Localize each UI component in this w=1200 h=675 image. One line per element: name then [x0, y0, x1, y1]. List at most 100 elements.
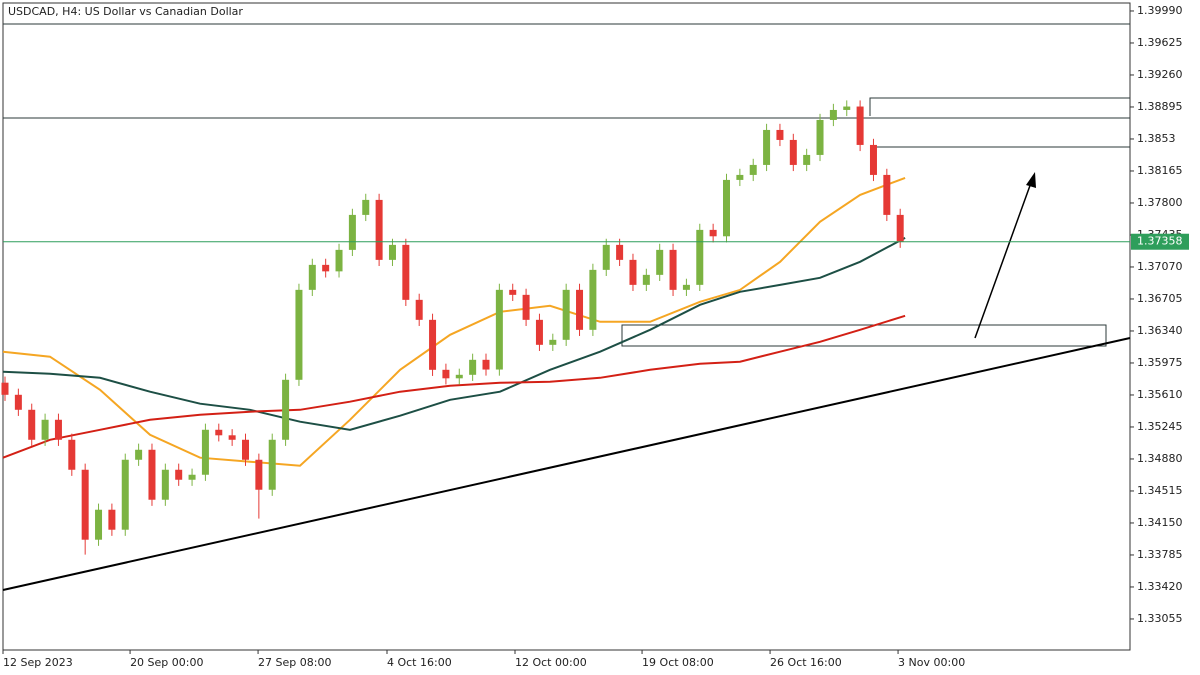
candle-body [736, 174, 744, 180]
drawings [2, 23, 1131, 591]
candle-body [68, 439, 76, 470]
y-tick-label: 1.35245 [1137, 420, 1183, 433]
current-price-box [1131, 233, 1189, 250]
candle-body [602, 244, 610, 270]
x-tick-label: 12 Sep 2023 [3, 656, 73, 669]
y-tick-label: 1.33055 [1137, 612, 1183, 625]
y-tick-label: 1.39990 [1137, 4, 1183, 17]
candle-body [268, 439, 276, 490]
candle-body [308, 264, 316, 290]
candle-body [135, 449, 143, 460]
candle-body [883, 174, 891, 215]
candle-body [108, 509, 116, 530]
candle-body [121, 459, 129, 530]
candle-body [442, 369, 450, 379]
candle-body [482, 359, 490, 370]
candle-body [429, 319, 437, 370]
candle-body [41, 419, 49, 440]
candle-body [843, 106, 851, 110]
y-tick-label: 1.38895 [1137, 100, 1183, 113]
y-tick-label: 1.39260 [1137, 68, 1183, 81]
y-tick-label: 1.33420 [1137, 580, 1183, 593]
candle-body [829, 109, 837, 120]
candle-body [14, 394, 22, 410]
candle-body [322, 264, 330, 272]
candle-body [535, 319, 543, 345]
candle-body [362, 199, 370, 215]
candle-body [188, 474, 196, 480]
candle-body [335, 249, 343, 272]
candle-body [576, 289, 584, 330]
candle-body [469, 359, 477, 375]
candle-body [175, 469, 183, 480]
candle-body [388, 244, 396, 260]
chart-title: USDCAD, H4: US Dollar vs Canadian Dollar [8, 5, 243, 18]
trend-line [2, 337, 1131, 591]
candle-body [789, 139, 797, 165]
x-tick-label: 12 Oct 00:00 [515, 656, 587, 669]
candle-body [749, 164, 757, 175]
candle-body [95, 509, 103, 540]
x-tick-label: 19 Oct 08:00 [642, 656, 714, 669]
x-tick-label: 20 Sep 00:00 [130, 656, 203, 669]
candle-body [402, 244, 410, 300]
candle-body [856, 106, 864, 145]
y-tick-label: 1.37800 [1137, 196, 1183, 209]
moving-average [2, 237, 906, 431]
candle-body [669, 249, 677, 290]
candle-body [495, 289, 503, 370]
candle-body [28, 409, 36, 440]
demand-zone [621, 324, 1107, 347]
moving-average [2, 314, 906, 459]
candle-body [455, 374, 463, 379]
candle-body [763, 129, 771, 165]
x-tick-label: 3 Nov 00:00 [898, 656, 965, 669]
candle-body [629, 259, 637, 285]
candle-body [295, 289, 303, 380]
y-tick-label: 1.35975 [1137, 356, 1183, 369]
candle-body [656, 249, 664, 275]
candle-body [201, 429, 209, 475]
candle-body [348, 214, 356, 250]
candle-body [282, 379, 290, 440]
candle-body [589, 269, 597, 330]
candle-body [415, 299, 423, 320]
y-tick-label: 1.34880 [1137, 452, 1183, 465]
x-tick-label: 27 Sep 08:00 [258, 656, 331, 669]
supply-zone [869, 97, 1130, 116]
x-tick-label: 26 Oct 16:00 [770, 656, 842, 669]
candle-body [375, 199, 383, 260]
candle-body [816, 119, 824, 155]
y-tick-label: 1.34150 [1137, 516, 1183, 529]
candle-body [54, 419, 62, 440]
candle-body [1, 382, 9, 395]
y-tick-label: 1.36705 [1137, 292, 1183, 305]
candle-body [562, 289, 570, 340]
candle-body [642, 274, 650, 285]
candle-body [148, 449, 156, 500]
arrow-head [1026, 172, 1036, 188]
candle-body [776, 129, 784, 140]
candle-body [255, 459, 263, 490]
candle-body [81, 469, 89, 540]
candle-body [896, 214, 904, 242]
candle-body [616, 244, 624, 260]
y-tick-label: 1.36340 [1137, 324, 1183, 337]
y-tick-label: 1.35610 [1137, 388, 1183, 401]
y-tick-label: 1.37070 [1137, 260, 1183, 273]
current-price-label: 1.37358 [1137, 235, 1183, 248]
candle-body [722, 179, 730, 237]
candle-body [682, 284, 690, 290]
candle-body [161, 469, 169, 500]
x-tick-label: 4 Oct 16:00 [387, 656, 452, 669]
candle-body [215, 429, 223, 436]
arrow [974, 179, 1033, 339]
y-tick-label: 1.34515 [1137, 484, 1183, 497]
candle-body [242, 439, 250, 460]
y-tick-label: 1.3853 [1137, 132, 1176, 145]
y-tick-label: 1.38165 [1137, 164, 1183, 177]
candle-body [522, 294, 530, 320]
candle-body [549, 339, 557, 345]
marks [1, 100, 906, 555]
